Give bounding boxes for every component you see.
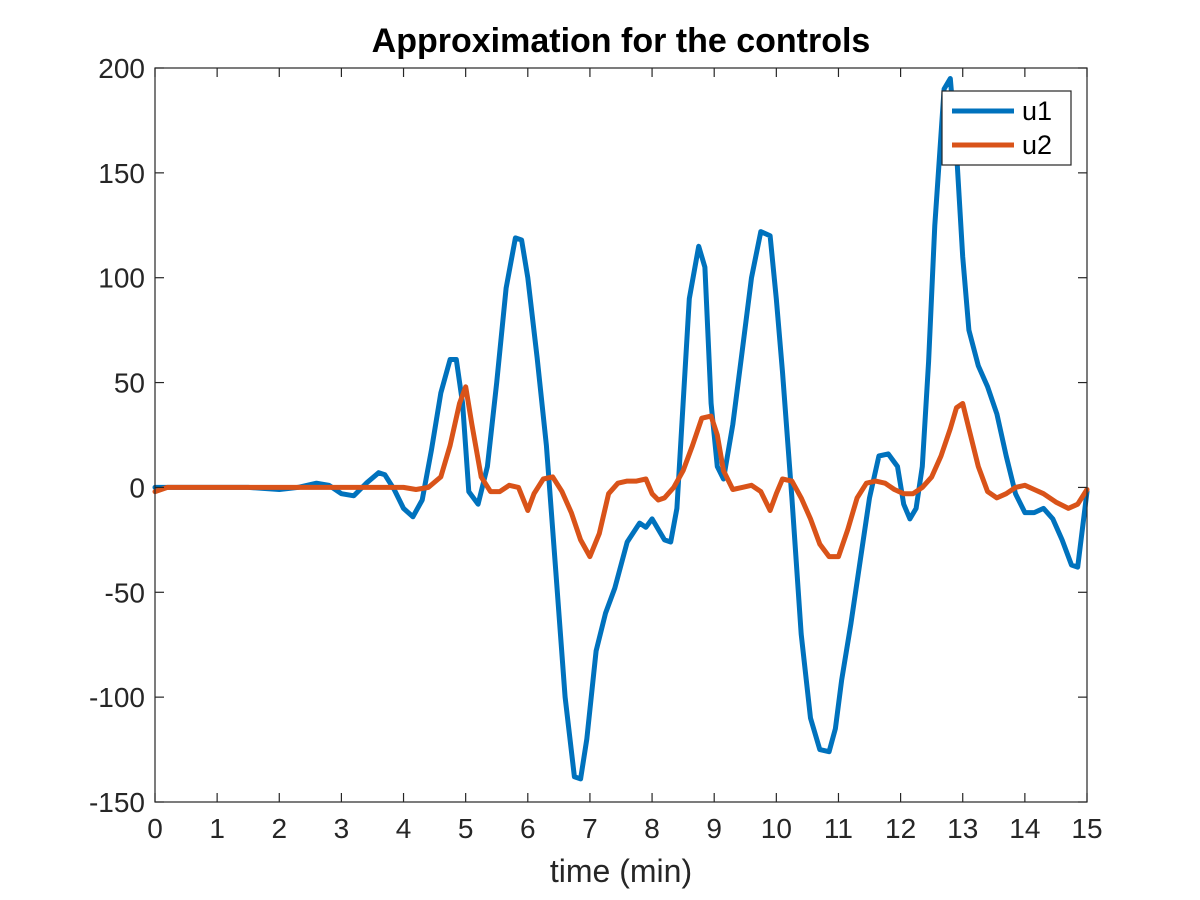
x-tick-label: 4 (396, 813, 412, 844)
x-tick-label: 6 (520, 813, 536, 844)
y-tick-label: -50 (105, 577, 145, 608)
x-tick-label: 0 (147, 813, 163, 844)
legend-box (941, 90, 1072, 166)
x-tick-label: 7 (582, 813, 598, 844)
x-axis-label: time (min) (550, 853, 692, 889)
x-tick-label: 15 (1071, 813, 1102, 844)
y-tick-label: 50 (114, 368, 145, 399)
y-tick-label: 150 (98, 158, 145, 189)
x-tick-label: 13 (947, 813, 978, 844)
series-layer (152, 76, 1090, 782)
x-tick-label: 14 (1009, 813, 1040, 844)
x-tick-label: 10 (761, 813, 792, 844)
y-tick-label: 100 (98, 263, 145, 294)
x-tick-label: 5 (458, 813, 474, 844)
chart-title: Approximation for the controls (372, 22, 871, 60)
y-tick-label: -100 (89, 682, 145, 713)
y-tick-label: -150 (89, 787, 145, 818)
x-tick-label: 9 (706, 813, 722, 844)
x-tick-label: 1 (209, 813, 225, 844)
x-tick-label: 11 (824, 813, 853, 844)
y-tick-label: 200 (98, 53, 145, 84)
series-line-u1 (152, 76, 1090, 782)
legend-label-u1: u1 (1022, 96, 1052, 126)
x-tick-label: 8 (644, 813, 660, 844)
x-tick-label: 12 (885, 813, 916, 844)
series-line-u2 (152, 384, 1090, 560)
legend-label-u2: u2 (1022, 130, 1052, 160)
axes-layer: 0 1 2 3 4 5 6 7 8 9 10 11 12 13 14 15200150100500-50-10… (89, 53, 1103, 844)
plot-area (155, 68, 1087, 802)
x-tick-label: 2 (271, 813, 287, 844)
y-tick-label: 0 (129, 472, 145, 503)
axes-box (154, 67, 1088, 803)
x-tick-label: 3 (334, 813, 350, 844)
